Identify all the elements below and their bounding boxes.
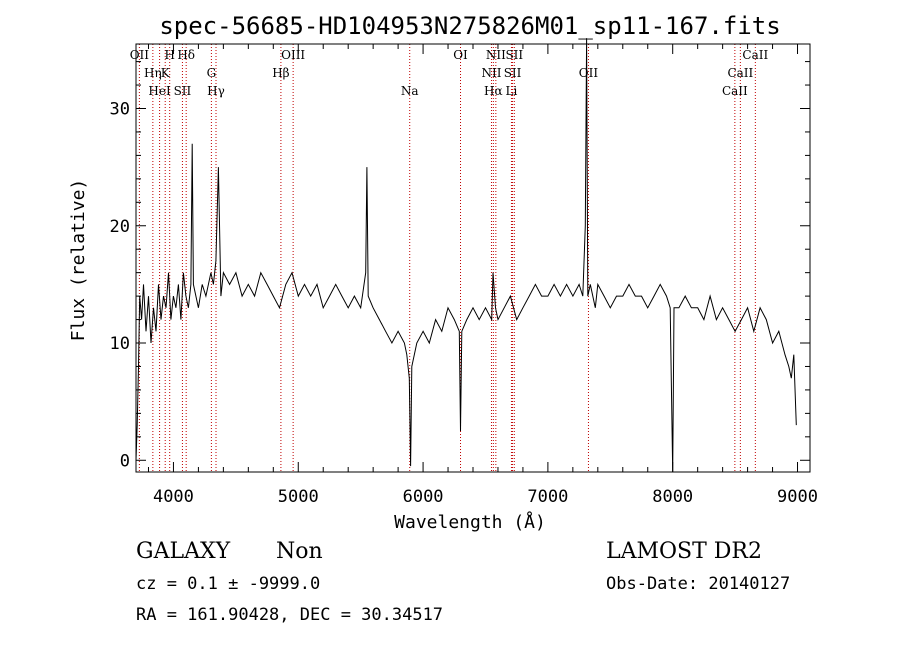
spectrum-line <box>135 38 797 473</box>
coordinates-readout: RA = 161.90428, DEC = 30.34517 <box>136 605 443 625</box>
line-labels: OIIHηHeIHKSIIHδGHγOIIIHβNaOINIILiNIISIIH… <box>130 48 769 98</box>
spectral-line-label: SII <box>505 48 523 62</box>
spectral-line-label: OI <box>453 48 468 62</box>
y-tick-label: 0 <box>120 451 130 471</box>
x-axis-ticks: 4000 5000 6000 7000 8000 9000 <box>147 44 818 507</box>
spectral-line-label: Li <box>506 84 518 98</box>
spectral-line-label: OII <box>579 66 599 80</box>
spectral-line-label: Hη <box>144 66 162 80</box>
y-tick-label: 30 <box>110 99 130 119</box>
x-tick-label: 6000 <box>403 487 444 507</box>
spectral-line-label: H <box>164 48 174 62</box>
y-axis-label: Flux (relative) <box>68 179 89 342</box>
spectral-line-label: OII <box>130 48 150 62</box>
y-tick-label: 10 <box>110 334 130 354</box>
x-tick-label: 7000 <box>527 487 568 507</box>
series-layer <box>135 38 797 473</box>
spectral-line-label: Hδ <box>177 48 195 62</box>
spectral-line-label: SII <box>504 66 522 80</box>
spectral-line-label: SII <box>174 84 192 98</box>
spectral-line-label: K <box>161 66 171 80</box>
line-markers <box>138 44 756 472</box>
spectral-line-label: HeI <box>148 84 171 98</box>
spectral-line-label: CaII <box>722 84 748 98</box>
spectral-line-label: CaII <box>742 48 768 62</box>
x-axis-label: Wavelength (Å) <box>394 511 546 533</box>
x-tick-label: 4000 <box>153 487 194 507</box>
obs-date: Obs-Date: 20140127 <box>606 574 790 594</box>
y-axis-ticks: 0 10 20 30 <box>110 61 810 471</box>
spectral-line-label: NII <box>486 48 506 62</box>
object-subclass: Non <box>276 539 323 564</box>
spectral-line-label: Hα <box>484 84 503 98</box>
spectral-line-label: OIII <box>281 48 305 62</box>
spectral-line-label: Hβ <box>272 66 289 80</box>
object-class: GALAXY <box>136 539 231 564</box>
spectral-line-label: Hγ <box>207 84 225 98</box>
survey-name: LAMOST DR2 <box>606 539 762 564</box>
redshift-readout: cz = 0.1 ± -9999.0 <box>136 574 320 594</box>
x-tick-label: 8000 <box>652 487 693 507</box>
y-tick-label: 20 <box>110 217 130 237</box>
spectral-line-label: Na <box>401 84 419 98</box>
x-tick-label: 5000 <box>278 487 319 507</box>
spectral-line-label: NII <box>481 66 501 80</box>
chart-title: spec-56685-HD104953N275826M01_sp11-167.f… <box>159 12 780 40</box>
spectral-line-label: CaII <box>727 66 753 80</box>
x-tick-label: 9000 <box>777 487 818 507</box>
plot-frame <box>135 43 811 473</box>
spectral-line-label: G <box>207 66 217 80</box>
